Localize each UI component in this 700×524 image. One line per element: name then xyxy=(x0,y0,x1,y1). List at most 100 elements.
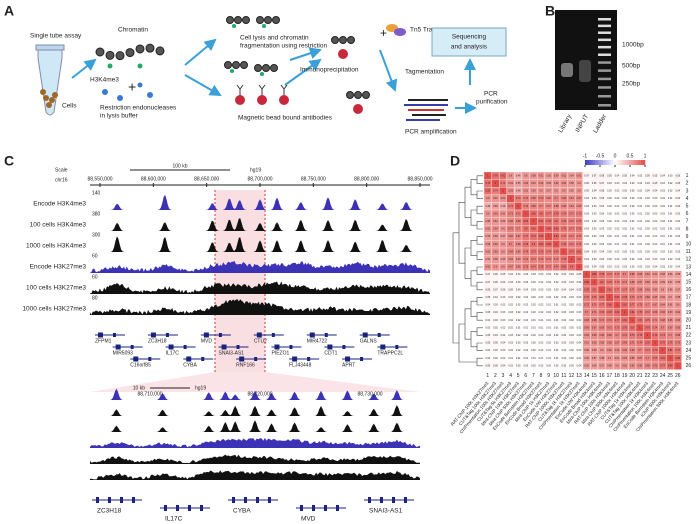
cell-label: 0.01 xyxy=(523,357,528,360)
colorbar xyxy=(629,160,632,165)
cell-label: 0.72 xyxy=(569,243,574,246)
cell-label: 0.03 xyxy=(584,228,589,231)
dendrogram xyxy=(476,221,483,230)
cell-label: 0.03 xyxy=(653,250,658,253)
nucleosome xyxy=(262,64,270,72)
cell-label: 0.03 xyxy=(592,205,597,208)
mark xyxy=(230,69,234,73)
cell-label: 1 xyxy=(518,205,520,208)
cell-label: 0.07 xyxy=(584,174,589,177)
label: and analysis xyxy=(451,44,488,51)
cell-label: 0.57 xyxy=(501,235,506,238)
cell-label: 0.67 xyxy=(516,235,521,238)
cell-label: 0.55 xyxy=(493,205,498,208)
enzymes xyxy=(102,82,153,101)
cell-label: 0.76 xyxy=(637,311,642,314)
col-id: 7 xyxy=(532,373,535,379)
cell-label: 0.61 xyxy=(485,250,490,253)
cell-label: 0.06 xyxy=(599,190,604,193)
dendrogram xyxy=(476,342,483,351)
exon xyxy=(368,497,371,503)
cell-label: 0.02 xyxy=(546,342,551,345)
tn5 xyxy=(386,24,406,36)
cell-label: 0.01 xyxy=(554,304,559,307)
cell-label: 0.01 xyxy=(668,235,673,238)
cell-label: 0.77 xyxy=(546,212,551,215)
cell-label: 0.03 xyxy=(592,258,597,261)
cell-label: 0.65 xyxy=(577,205,582,208)
cell-label: 0.01 xyxy=(546,319,551,322)
exon xyxy=(133,356,139,362)
cell-label: 0.72 xyxy=(508,228,513,231)
cell-label: 1 xyxy=(586,273,588,276)
cell-label: 0.56 xyxy=(675,281,680,284)
cell-label: 0.05 xyxy=(584,190,589,193)
cell-label: 0.62 xyxy=(660,296,665,299)
cell-label: 0.81 xyxy=(668,349,673,352)
nucleosome xyxy=(155,46,165,56)
cell-label: 0.74 xyxy=(554,266,559,269)
cell-label: 0.02 xyxy=(501,326,506,329)
cell-label: 0.02 xyxy=(668,190,673,193)
chromatin-fragments xyxy=(224,16,280,76)
cell-label: 0.03 xyxy=(577,334,582,337)
cell-label: 0.03 xyxy=(645,197,650,200)
track-signal xyxy=(90,470,420,480)
col-id: 26 xyxy=(675,373,681,379)
cell-label: 0.46 xyxy=(485,205,490,208)
cell-label: 0.02 xyxy=(630,212,635,215)
col-id: 11 xyxy=(561,373,566,379)
cell-label: 0.02 xyxy=(630,258,635,261)
cell-label: 0.02 xyxy=(630,197,635,200)
cell-label: 0.74 xyxy=(501,182,506,185)
cell-label: 0.58 xyxy=(569,182,574,185)
cell-label: 0.68 xyxy=(554,205,559,208)
cell-label: 0.62 xyxy=(675,311,680,314)
exon xyxy=(130,345,134,349)
cell-label: 0.06 xyxy=(485,364,490,367)
cell-label: 0.6 xyxy=(539,190,543,193)
cell-label: 0.02 xyxy=(622,235,627,238)
cell-label: 0.02 xyxy=(493,326,498,329)
exon xyxy=(380,344,386,350)
coord-label: 88,550,000 xyxy=(87,176,112,182)
col-id: 22 xyxy=(645,373,651,379)
cell-label: 0.01 xyxy=(630,243,635,246)
cell-label: 1 xyxy=(540,228,542,231)
cell-label: 0.02 xyxy=(653,228,658,231)
label: Cell lysis and chromatin xyxy=(240,35,309,42)
cell-label: 0.03 xyxy=(501,311,506,314)
cell-label: 0.03 xyxy=(668,174,673,177)
cell-label: 0.01 xyxy=(668,212,673,215)
cell-label: 0.03 xyxy=(508,342,513,345)
cell-label: 0.03 xyxy=(675,212,680,215)
cell-label: 0.03 xyxy=(501,304,506,307)
cell-label: 0.03 xyxy=(561,334,566,337)
cell-label: 0.02 xyxy=(622,243,627,246)
dendrogram xyxy=(476,357,483,367)
arrow xyxy=(184,38,217,66)
cell-label: 0.7 xyxy=(669,334,673,337)
cell-label: 0.67 xyxy=(668,326,673,329)
cell-label: 0.01 xyxy=(546,304,551,307)
row-id: 20 xyxy=(686,318,692,324)
cell-label: 0.79 xyxy=(546,220,551,223)
nucleosome xyxy=(264,16,272,24)
cell-label: 0.04 xyxy=(501,281,506,284)
cell-label: 0.72 xyxy=(516,212,521,215)
cell-label: 0.04 xyxy=(630,174,635,177)
cell-label: 0.02 xyxy=(637,197,642,200)
cell-label: 0.01 xyxy=(615,243,620,246)
cell-label: 0.57 xyxy=(592,357,597,360)
cell-label: 0.03 xyxy=(599,220,604,223)
cell-label: 0.58 xyxy=(485,220,490,223)
cell-label: 0.63 xyxy=(516,258,521,261)
cell-label: 0.05 xyxy=(485,342,490,345)
cell-label: 0.02 xyxy=(653,235,658,238)
nucleosome xyxy=(234,16,242,24)
cell-label: 0.02 xyxy=(523,334,528,337)
cell-label: 0.03 xyxy=(523,342,528,345)
cell-label: 0.81 xyxy=(630,311,635,314)
cell-label: 0.84 xyxy=(675,357,680,360)
cell-label: 0.02 xyxy=(539,311,544,314)
